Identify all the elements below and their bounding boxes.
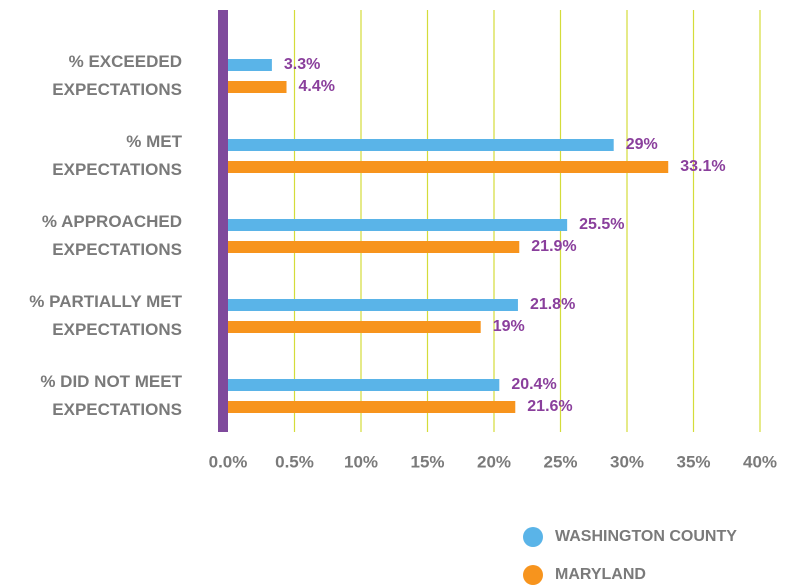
bar bbox=[228, 219, 568, 231]
x-tick-label: 30% bbox=[610, 452, 644, 471]
x-tick-label: 10% bbox=[344, 452, 378, 471]
value-label: 3.3% bbox=[284, 56, 320, 73]
bar bbox=[228, 379, 500, 391]
bar bbox=[228, 401, 516, 413]
bar bbox=[228, 321, 481, 333]
value-label: 21.9% bbox=[531, 238, 576, 255]
category-label: % PARTIALLY MET EXPECTATIONS bbox=[29, 292, 182, 339]
value-label: 20.4% bbox=[511, 376, 556, 393]
category-label: % MET EXPECTATIONS bbox=[52, 132, 182, 179]
legend-swatch bbox=[523, 565, 543, 585]
value-label: 4.4% bbox=[299, 78, 335, 95]
x-tick-label: 15% bbox=[410, 452, 444, 471]
legend-label: MARYLAND bbox=[555, 566, 646, 583]
legend-label: WASHINGTON COUNTY bbox=[555, 528, 737, 545]
y-axis bbox=[218, 10, 228, 432]
bar bbox=[228, 139, 614, 151]
bar bbox=[228, 299, 518, 311]
x-tick-label: 40% bbox=[743, 452, 777, 471]
value-label: 19% bbox=[493, 318, 525, 335]
value-label: 21.8% bbox=[530, 296, 575, 313]
category-label: % APPROACHED EXPECTATIONS bbox=[41, 212, 182, 259]
bar bbox=[228, 241, 520, 253]
x-tick-label: 20% bbox=[477, 452, 511, 471]
category-label: % EXCEEDED EXPECTATIONS bbox=[52, 52, 182, 99]
value-label: 29% bbox=[626, 136, 658, 153]
x-tick-label: 0.0% bbox=[209, 452, 248, 471]
value-label: 21.6% bbox=[527, 398, 572, 415]
x-tick-label: 0.5% bbox=[275, 452, 314, 471]
bar bbox=[228, 161, 669, 173]
value-label: 25.5% bbox=[579, 216, 624, 233]
value-label: 33.1% bbox=[680, 158, 725, 175]
bar bbox=[228, 81, 287, 93]
category-label: % DID NOT MEET EXPECTATIONS bbox=[40, 372, 182, 419]
bar bbox=[228, 59, 272, 71]
x-tick-label: 35% bbox=[676, 452, 710, 471]
x-tick-label: 25% bbox=[543, 452, 577, 471]
legend-swatch bbox=[523, 527, 543, 547]
